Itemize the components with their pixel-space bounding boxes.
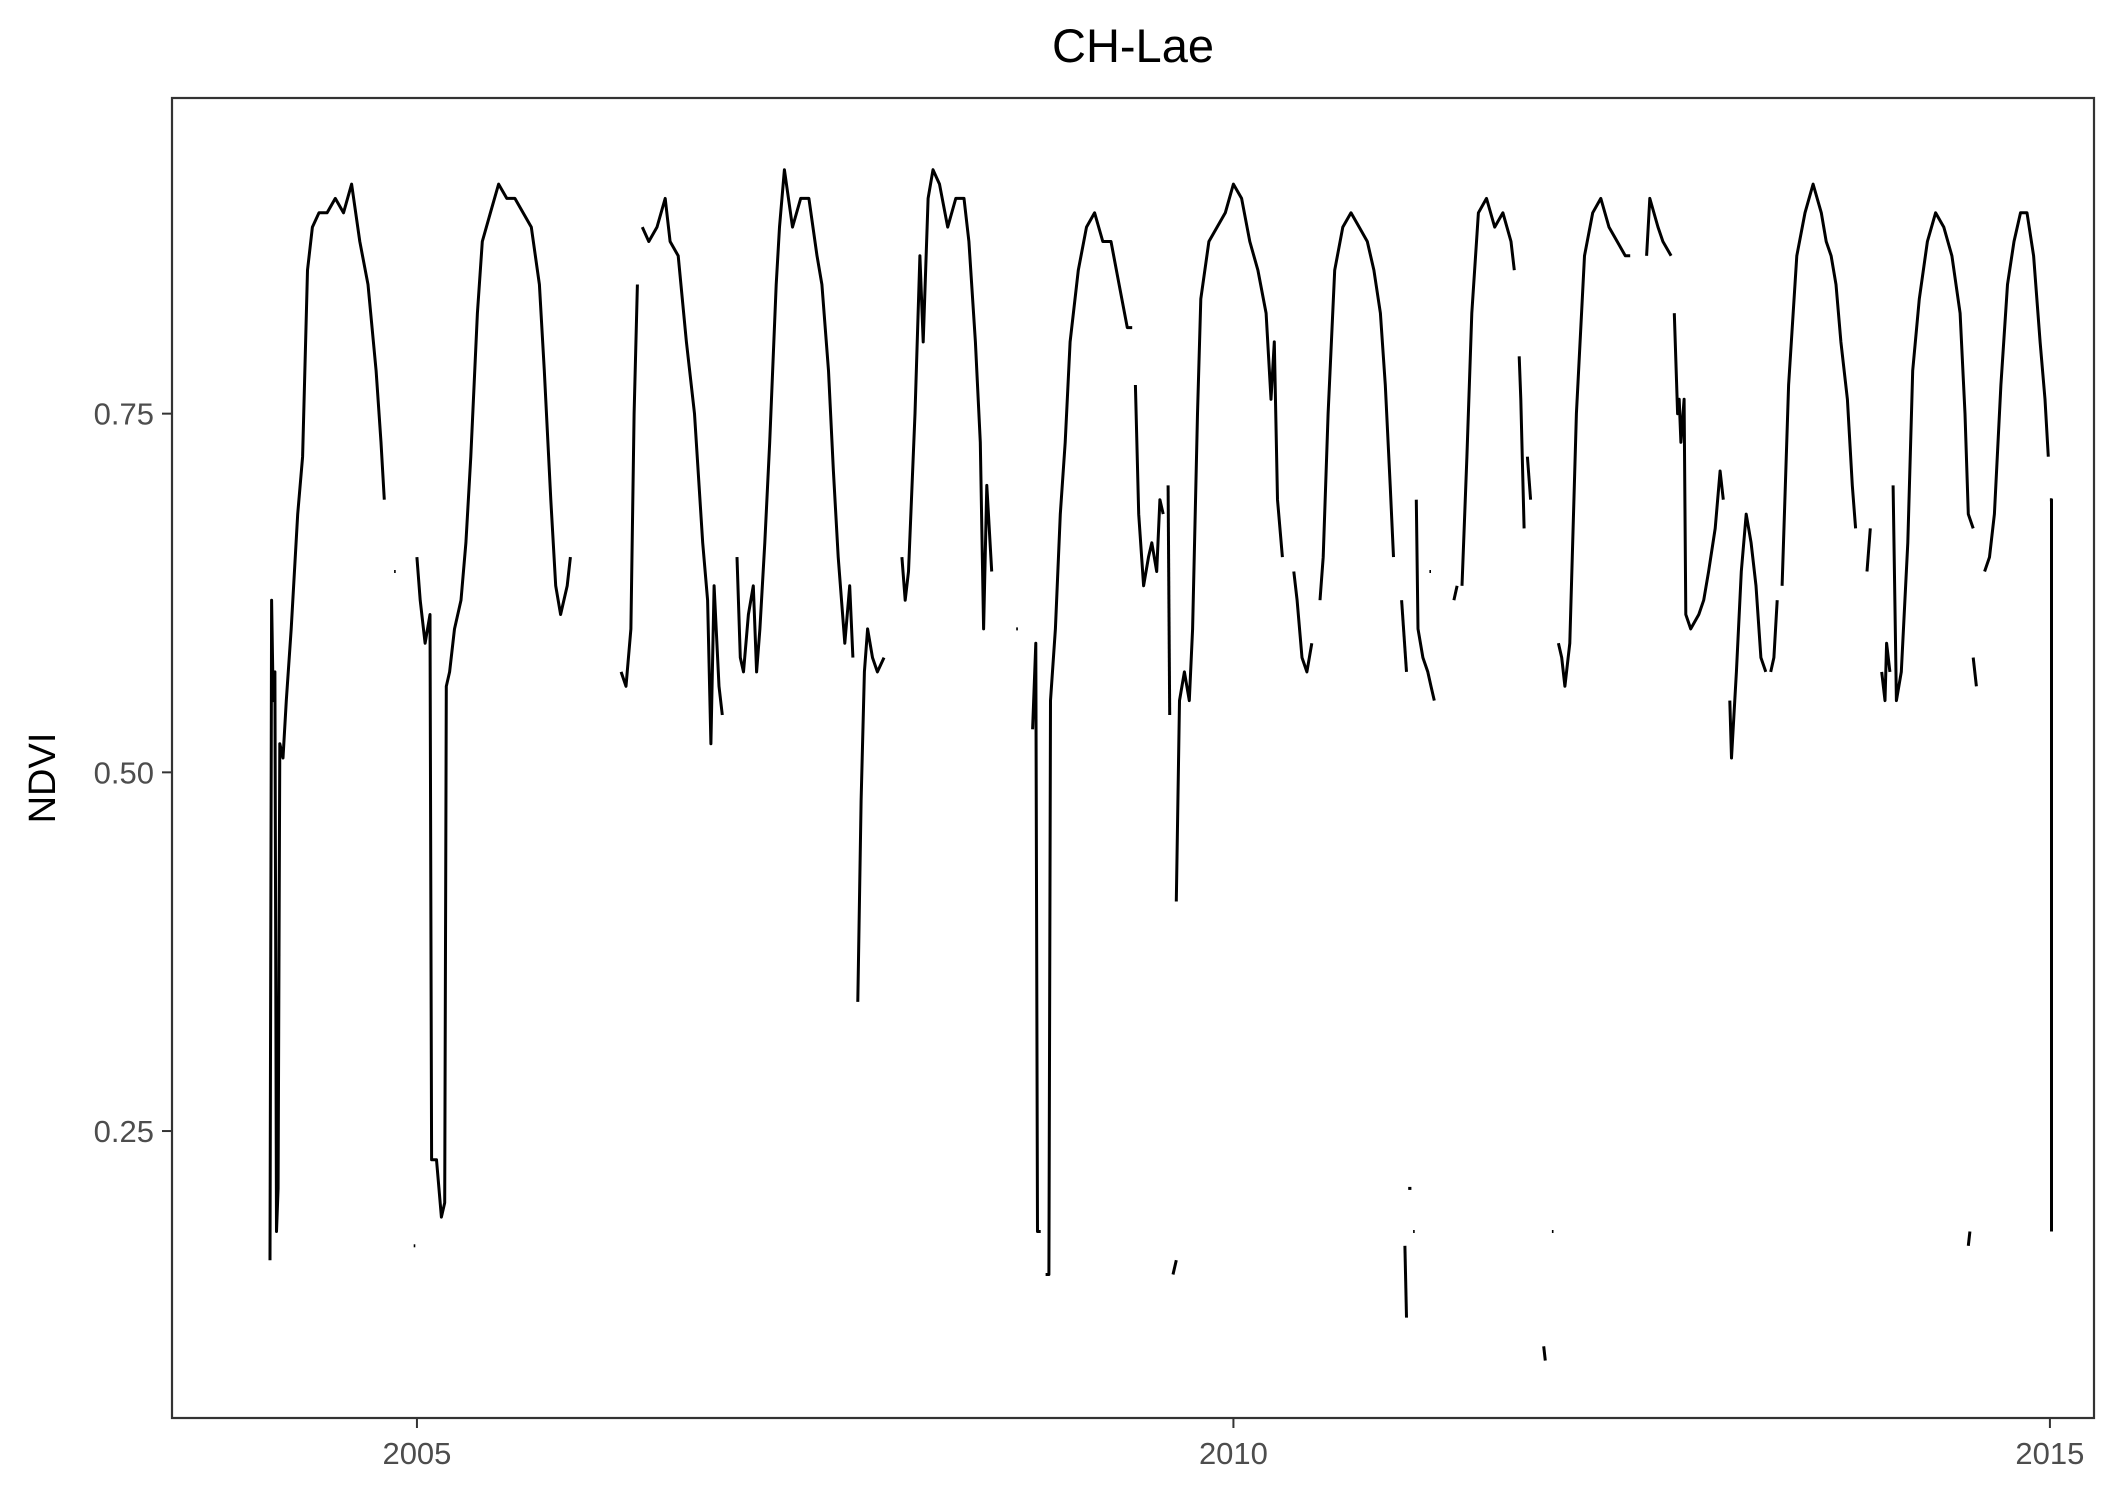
ndvi-line-segment [415,182,572,1219]
x-tick-label: 2010 [1199,1436,1268,1471]
ndvi-line-segment [1292,571,1314,674]
y-axis-label: NDVI [22,733,64,824]
y-axis: 0.25 0.50 0.75 [94,397,172,1149]
ndvi-line-segment [1414,499,1436,701]
ndvi-line-segment [1174,182,1284,902]
ndvi-line-segment [1556,196,1631,688]
ndvi-line-segment [856,627,886,1002]
ndvi-line-segment [735,168,855,674]
ndvi-line-segment [1045,211,1133,1276]
ndvi-line-segment [1133,384,1165,588]
ndvi-line-segment [1983,211,2050,572]
ndvi-line-segment [1966,1231,1972,1246]
ndvi-line-segment [1728,512,1768,760]
y-tick-label: 0.25 [94,1114,154,1149]
ndvi-line-segment [1517,356,1526,529]
ndvi-line-segment [1769,600,1779,673]
ndvi-line-segment [268,182,386,1261]
ndvi-line-segment [1891,211,1975,703]
ndvi-line-segment [1672,313,1725,631]
ndvi-line-segment [1171,1259,1178,1275]
x-tick-label: 2005 [382,1436,451,1471]
ndvi-line-segment [900,168,994,631]
ndvi-line-segment [1400,600,1408,673]
ndvi-line-segment [1880,641,1892,703]
ndvi-line-segment [619,284,639,688]
ndvi-line-segment [2049,498,2053,1232]
ndvi-line-segment [1452,585,1459,601]
ndvi-line-segment [1971,657,1978,687]
ndvi-line-segment [1542,1346,1547,1361]
ndvi-line-segment [1780,182,1858,586]
ndvi-line-segment [1166,485,1172,716]
chart-title: CH-Lae [1052,19,1214,72]
ndvi-series [268,168,2053,1361]
y-tick-label: 0.75 [94,397,154,432]
ndvi-line-segment [1645,196,1673,257]
y-tick-label: 0.50 [94,755,154,790]
ndvi-line-segment [1865,528,1872,572]
ndvi-line-segment [1525,456,1533,500]
ndvi-line-segment [640,196,724,746]
ndvi-line-segment [1403,1245,1408,1318]
x-axis: 2005 2010 2015 [382,1418,2084,1471]
ndvi-line-segment [1318,211,1395,601]
ndvi-line-segment [1460,196,1516,586]
x-tick-label: 2015 [2015,1436,2084,1471]
plot-panel [170,96,2096,1420]
ndvi-line-segment [1031,641,1041,1233]
